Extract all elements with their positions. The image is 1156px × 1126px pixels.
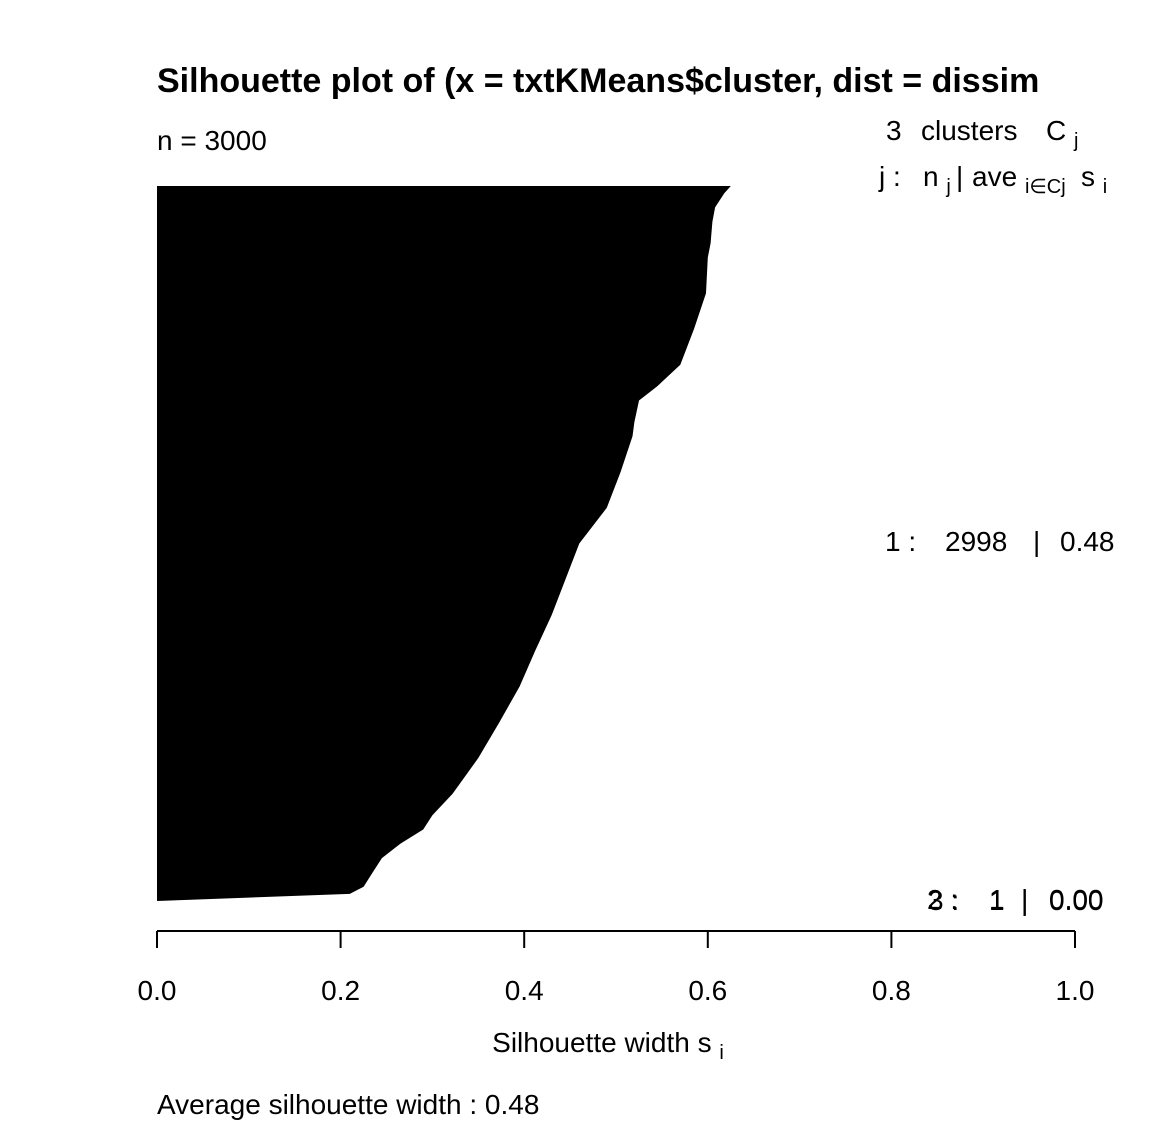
cluster-1-size: 2998 [945,526,1007,557]
legend-cluster-count: 3 [886,115,902,146]
x-axis-tick-label: 1.0 [1056,975,1095,1006]
legend-col-sep: | [956,161,963,192]
legend-header-columns: j : n j | ave i∈Cj s i [878,161,1107,199]
silhouette-bars [157,186,731,901]
cluster-1-sep: | [1033,526,1040,557]
legend-col-s-sub: i [1103,176,1107,198]
x-axis-tick-label: 0.0 [138,975,177,1006]
legend-cluster-symbol: C [1046,115,1066,146]
chart-title: Silhouette plot of (x = txtKMeans$cluste… [157,62,1039,100]
cluster-2-sep: | [1021,884,1028,915]
x-axis-label-sub: i [719,1042,723,1064]
x-axis-tick-label: 0.8 [872,975,911,1006]
cluster-2-size: 1 [989,884,1005,915]
x-axis-label: Silhouette width s i [492,1027,724,1064]
cluster-3-sep: | [1021,885,1028,916]
cluster-2-id: 2 : [927,884,958,915]
legend-col-size-sub: j [945,176,950,198]
legend-col-ave: ave [972,161,1017,192]
legend-clusters-word: clusters [921,115,1017,146]
cluster-1-avg: 0.48 [1060,526,1115,557]
x-axis-tick-label: 0.2 [321,975,360,1006]
legend-col-size: n [923,161,939,192]
x-axis-label-text: Silhouette width s [492,1027,711,1058]
cluster-3-avg: 0.00 [1049,885,1104,916]
cluster-1-silhouette-bars [157,186,731,901]
legend-header-clusters: 3 clusters C j [886,115,1078,152]
x-axis-tick-label: 0.6 [688,975,727,1006]
legend-col-ave-sub: i∈Cj [1025,176,1066,198]
legend-col-s: s [1081,161,1095,192]
x-axis-tick-label: 0.4 [505,975,544,1006]
average-width-footer: Average silhouette width : 0.48 [157,1089,539,1120]
legend-col-cluster: j : [878,161,901,192]
x-axis: 0.0 0.2 0.4 0.6 0.8 1.0 [138,930,1095,1006]
cluster-3-id: 3 : [928,885,959,916]
cluster-1-id: 1 : [885,526,916,557]
cluster-1-label: 1 : 2998 | 0.48 [885,526,1115,557]
legend-cluster-symbol-sub: j [1073,130,1078,152]
sample-count: n = 3000 [157,125,267,156]
cluster-2-label: 2 : 1 | 0.00 [927,884,1104,915]
cluster-3-size: 1 [989,885,1005,916]
cluster-2-avg: 0.00 [1049,884,1104,915]
cluster-3-label: 3 : 1 | 0.00 [928,885,1104,916]
